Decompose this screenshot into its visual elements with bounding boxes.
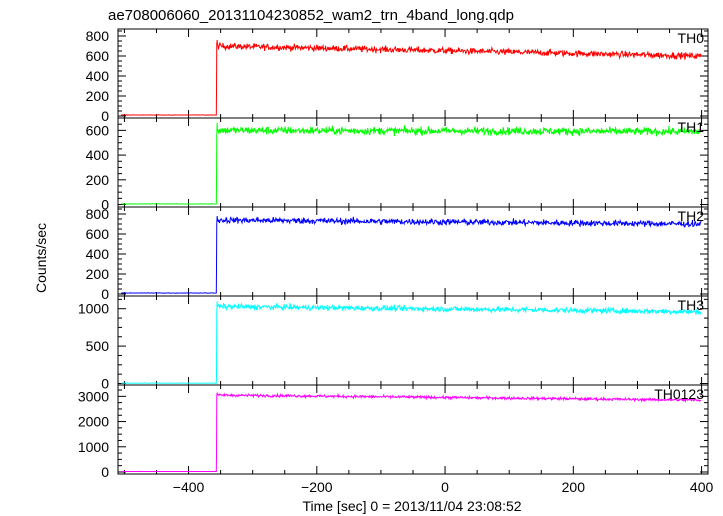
y-tick-label: 400 bbox=[86, 68, 110, 84]
y-tick-label: 200 bbox=[86, 172, 110, 188]
panel-label-th2: TH2 bbox=[678, 208, 705, 224]
y-tick-label: 0 bbox=[101, 286, 109, 302]
y-tick-label: 2000 bbox=[78, 414, 109, 430]
series-line-th2 bbox=[121, 215, 702, 294]
x-tick-label: 200 bbox=[562, 479, 586, 495]
y-tick-label: 0 bbox=[101, 197, 109, 213]
x-tick-label: −400 bbox=[173, 479, 205, 495]
y-tick-label: 1000 bbox=[78, 439, 109, 455]
y-tick-label: 800 bbox=[86, 28, 110, 44]
y-tick-label: 0 bbox=[101, 108, 109, 124]
y-tick-label: 200 bbox=[86, 88, 110, 104]
chart-title: ae708006060_20131104230852_wam2_trn_4ban… bbox=[108, 7, 514, 24]
panel-label-th0: TH0 bbox=[678, 30, 705, 46]
panels-group: 0 200 400 600 800 TH0 0 200 400 600 TH1 0 200 400 600 8… bbox=[78, 28, 714, 495]
y-tick-label: 600 bbox=[86, 226, 110, 242]
panel-label-th3: TH3 bbox=[678, 297, 705, 313]
panel-th3: 0 500 1000 TH3 bbox=[78, 295, 709, 392]
panel-th0123: 0 1000 2000 3000 TH0123 bbox=[78, 384, 709, 480]
panel-th1: 0 200 400 600 TH1 bbox=[86, 117, 709, 213]
x-tick-label: 400 bbox=[690, 479, 714, 495]
series-line-th3 bbox=[121, 301, 702, 384]
y-tick-label: 600 bbox=[86, 48, 110, 64]
y-tick-label: 500 bbox=[86, 338, 110, 354]
panel-frame bbox=[117, 28, 709, 119]
x-tick-label: −200 bbox=[301, 479, 333, 495]
y-axis-label: Counts/sec bbox=[33, 223, 49, 293]
y-tick-label: 800 bbox=[86, 206, 110, 222]
series-line-th0 bbox=[121, 39, 702, 116]
panel-th2: 0 200 400 600 800 TH2 bbox=[86, 206, 709, 302]
x-axis-label: Time [sec] 0 = 2013/11/04 23:08:52 bbox=[302, 498, 521, 514]
y-tick-label: 200 bbox=[86, 266, 110, 282]
y-tick-label: 3000 bbox=[78, 388, 109, 404]
y-tick-label: 1000 bbox=[78, 301, 109, 317]
y-tick-label: 0 bbox=[101, 464, 109, 480]
y-tick-label: 600 bbox=[86, 122, 110, 138]
series-line-th1 bbox=[121, 122, 702, 205]
panel-label-th1: TH1 bbox=[678, 119, 705, 135]
panel-label-th0123: TH0123 bbox=[654, 386, 704, 402]
y-tick-label: 0 bbox=[101, 376, 109, 392]
y-tick-label: 400 bbox=[86, 246, 110, 262]
x-tick-label: 0 bbox=[441, 479, 449, 495]
y-tick-label: 400 bbox=[86, 147, 110, 163]
panel-th0: 0 200 400 600 800 TH0 bbox=[86, 28, 709, 124]
series-line-th0123 bbox=[121, 392, 702, 473]
